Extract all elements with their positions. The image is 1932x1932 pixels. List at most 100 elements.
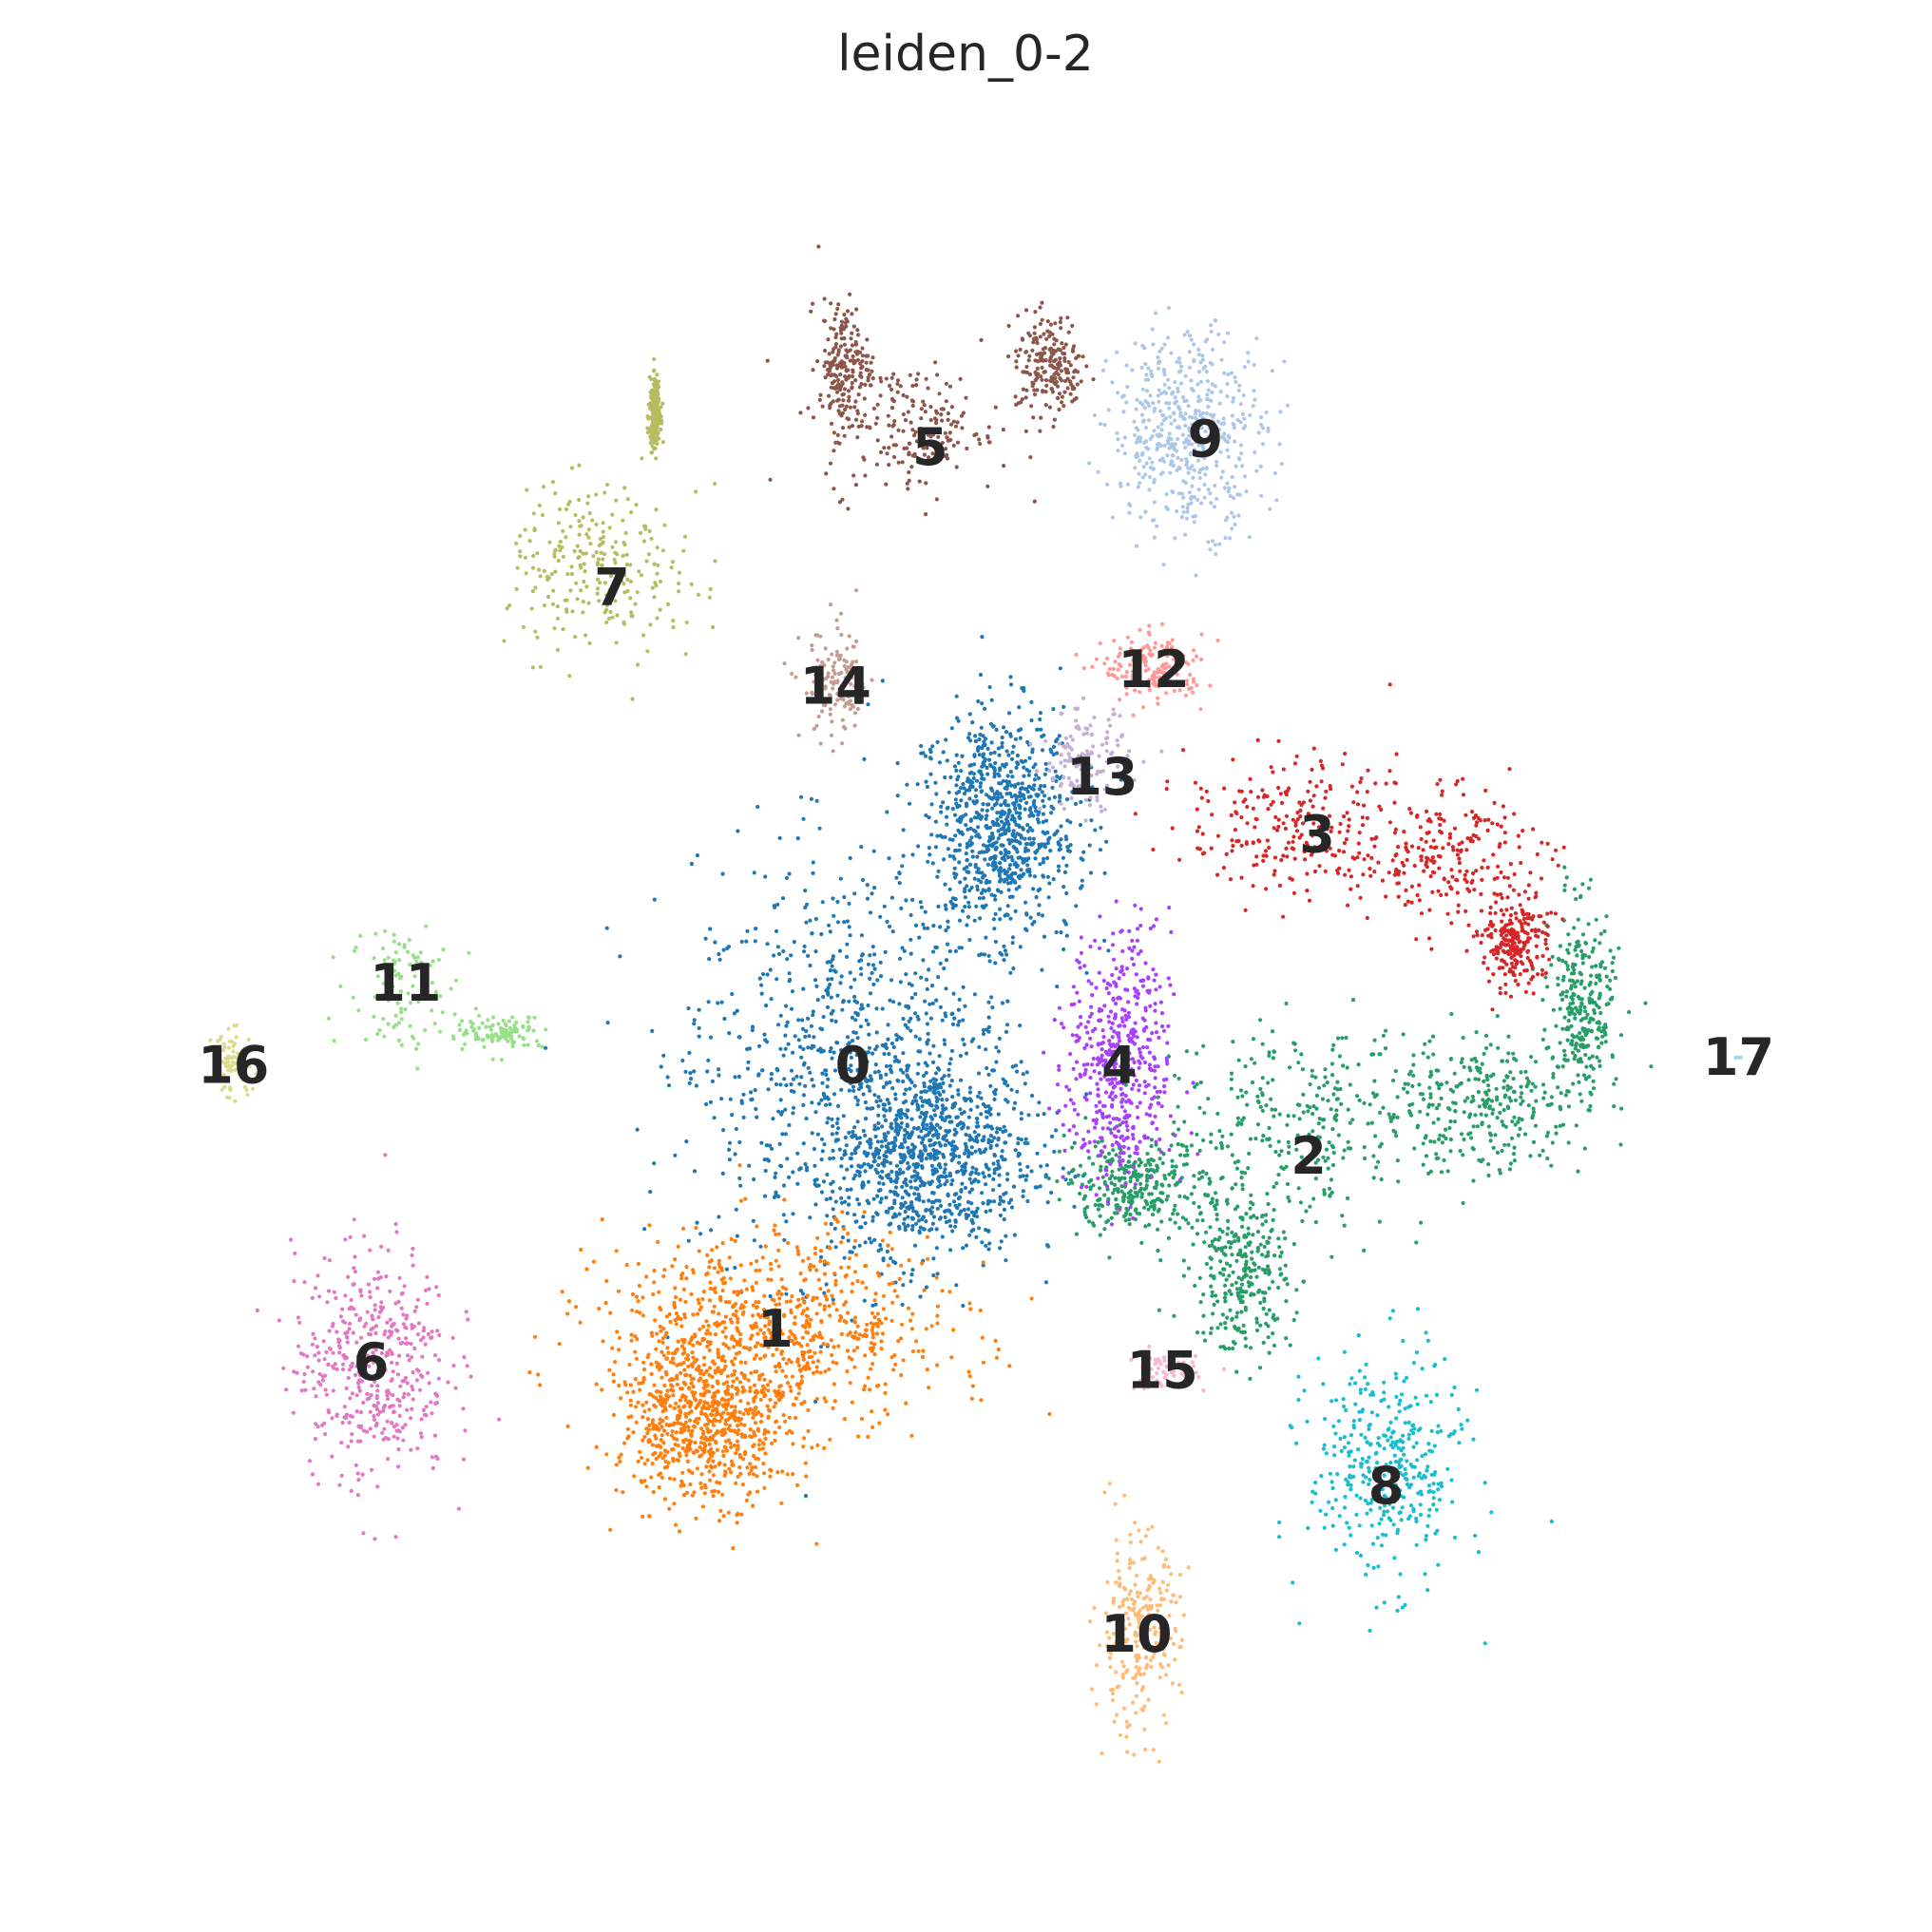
cell-point bbox=[919, 1129, 924, 1134]
cell-point bbox=[755, 1474, 759, 1479]
cell-point bbox=[628, 1403, 634, 1407]
cell-point bbox=[800, 1291, 806, 1296]
cell-point bbox=[966, 1148, 970, 1153]
cell-point bbox=[874, 1152, 879, 1157]
cell-point bbox=[944, 1219, 949, 1225]
cell-point bbox=[1260, 1108, 1265, 1113]
cell-point bbox=[935, 1272, 940, 1276]
cell-point bbox=[622, 1441, 627, 1445]
cell-point bbox=[852, 1319, 857, 1324]
cell-point bbox=[691, 1355, 696, 1360]
cell-point bbox=[801, 1444, 806, 1449]
cell-point bbox=[687, 1050, 692, 1055]
cell-point bbox=[959, 1111, 965, 1116]
cell-point bbox=[914, 1196, 919, 1201]
cell-point bbox=[933, 1140, 938, 1146]
cell-point bbox=[894, 1163, 900, 1168]
cell-point bbox=[947, 1218, 952, 1223]
cell-point bbox=[1508, 1070, 1513, 1075]
cell-point bbox=[836, 1344, 841, 1349]
cell-point bbox=[801, 816, 806, 821]
cell-point bbox=[757, 976, 762, 981]
cell-point bbox=[1028, 915, 1033, 920]
cell-point bbox=[811, 1370, 816, 1375]
cell-point bbox=[717, 1067, 721, 1072]
cell-point bbox=[904, 898, 909, 903]
cell-point bbox=[923, 909, 928, 914]
cell-point bbox=[954, 1170, 959, 1175]
cell-point bbox=[1181, 1258, 1186, 1263]
cell-point bbox=[1276, 1173, 1281, 1177]
cell-point bbox=[1250, 1282, 1254, 1287]
cell-point bbox=[912, 1144, 917, 1150]
cell-point bbox=[1572, 887, 1577, 891]
cell-point bbox=[674, 1311, 679, 1316]
cell-point bbox=[956, 1007, 962, 1012]
cell-point bbox=[1127, 1217, 1132, 1222]
cell-point bbox=[1245, 1102, 1250, 1107]
cell-point bbox=[707, 1457, 712, 1462]
cell-point bbox=[909, 1080, 914, 1085]
cell-point bbox=[887, 1282, 891, 1287]
cell-point bbox=[909, 983, 914, 987]
cell-point bbox=[839, 1196, 844, 1200]
cell-point bbox=[667, 1506, 672, 1511]
cell-point bbox=[1036, 820, 1042, 825]
cell-point bbox=[793, 1321, 797, 1326]
cell-point bbox=[865, 896, 870, 901]
cell-point bbox=[697, 1249, 701, 1253]
cell-point bbox=[829, 1045, 833, 1051]
cell-point bbox=[940, 1098, 945, 1102]
cell-point bbox=[797, 1167, 802, 1172]
cell-point bbox=[938, 961, 943, 966]
cell-point bbox=[1008, 675, 1013, 679]
cell-point bbox=[1013, 834, 1018, 839]
cell-point bbox=[752, 1399, 756, 1404]
cell-point bbox=[839, 1240, 844, 1245]
cell-point bbox=[1244, 1253, 1249, 1259]
cell-point bbox=[967, 788, 972, 793]
cell-point bbox=[720, 1171, 725, 1176]
cell-point bbox=[1476, 1077, 1481, 1081]
cell-point bbox=[754, 1300, 758, 1305]
cell-point bbox=[806, 953, 811, 959]
cell-point bbox=[1508, 1161, 1513, 1166]
cell-point bbox=[881, 1106, 887, 1112]
cell-point bbox=[664, 1330, 669, 1335]
cell-point bbox=[1301, 1110, 1306, 1115]
cell-point bbox=[909, 1185, 913, 1190]
cell-point bbox=[1233, 1207, 1237, 1212]
cell-point bbox=[870, 970, 874, 976]
cell-point bbox=[801, 1046, 806, 1052]
cell-point bbox=[920, 1152, 925, 1157]
cell-point bbox=[795, 836, 800, 841]
cell-point bbox=[880, 1176, 885, 1180]
cell-point bbox=[753, 1344, 758, 1349]
cell-point bbox=[885, 810, 889, 814]
cell-point bbox=[681, 1438, 686, 1443]
cell-point bbox=[899, 1155, 904, 1159]
cell-point bbox=[993, 760, 998, 766]
cell-point bbox=[808, 1215, 813, 1220]
cell-point bbox=[1156, 1227, 1160, 1232]
cell-point bbox=[765, 1315, 771, 1320]
cell-point bbox=[1241, 1323, 1246, 1328]
cell-point bbox=[995, 888, 1001, 892]
cell-point bbox=[1022, 765, 1026, 770]
cell-point bbox=[959, 1189, 964, 1194]
cell-point bbox=[931, 1256, 936, 1261]
cell-point bbox=[706, 1000, 711, 1004]
cell-point bbox=[1588, 1103, 1593, 1109]
cell-point bbox=[897, 881, 902, 886]
cell-point bbox=[1228, 1245, 1233, 1250]
cell-point bbox=[987, 879, 992, 885]
cell-point bbox=[959, 786, 964, 791]
cell-point bbox=[833, 1199, 838, 1204]
cell-point bbox=[736, 1316, 740, 1321]
cell-point bbox=[1414, 1240, 1419, 1245]
cell-point bbox=[1019, 727, 1023, 732]
cell-point bbox=[1246, 1166, 1251, 1171]
cell-point bbox=[954, 1283, 959, 1288]
cell-point bbox=[1022, 860, 1026, 865]
cell-point bbox=[831, 954, 836, 959]
